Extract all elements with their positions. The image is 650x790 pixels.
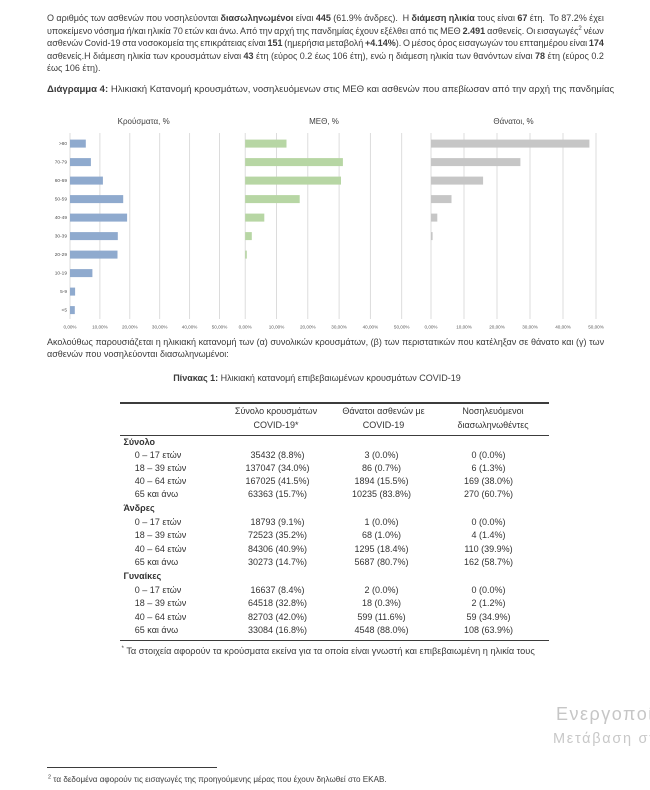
svg-text:50,00%: 50,00% [588,325,604,330]
svg-text:50-59: 50-59 [55,197,68,203]
svg-text:10-19: 10-19 [55,271,68,277]
svg-text:50,00%: 50,00% [212,325,228,330]
svg-text:30,00%: 30,00% [331,325,347,330]
svg-text:Κρούσματα, %: Κρούσματα, % [118,117,170,126]
svg-text:70-79: 70-79 [55,160,68,166]
svg-text:10,00%: 10,00% [92,325,108,330]
svg-text:40,00%: 40,00% [363,325,379,330]
svg-text:>80: >80 [59,141,67,147]
svg-text:40-49: 40-49 [55,215,68,221]
svg-text:20,00%: 20,00% [122,325,138,330]
svg-text:40,00%: 40,00% [182,325,198,330]
svg-text:60-69: 60-69 [55,178,68,184]
svg-text:40,00%: 40,00% [555,325,571,330]
svg-text:30,00%: 30,00% [152,325,168,330]
svg-text:30-39: 30-39 [55,234,68,240]
svg-text:10,00%: 10,00% [456,325,472,330]
svg-text:0,00%: 0,00% [424,325,437,330]
svg-text:ΜΕΘ, %: ΜΕΘ, % [309,117,339,126]
svg-text:<5: <5 [62,308,68,314]
svg-text:0,00%: 0,00% [63,325,76,330]
svg-text:20,00%: 20,00% [300,325,316,330]
svg-text:30,00%: 30,00% [522,325,538,330]
svg-text:20,00%: 20,00% [489,325,505,330]
svg-text:20-29: 20-29 [55,252,68,258]
svg-text:0,00%: 0,00% [239,325,252,330]
svg-text:5-9: 5-9 [60,289,67,295]
svg-text:10,00%: 10,00% [269,325,285,330]
svg-text:Θάνατοι, %: Θάνατοι, % [493,117,533,126]
svg-text:50,00%: 50,00% [394,325,410,330]
